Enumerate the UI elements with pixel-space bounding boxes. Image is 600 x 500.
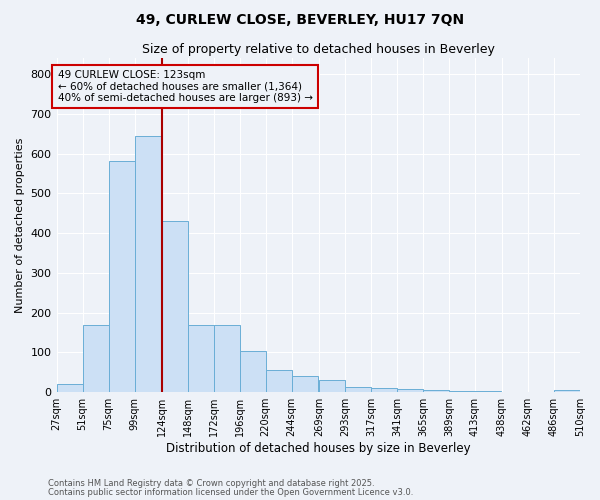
- Bar: [161, 221, 188, 392]
- Text: Contains public sector information licensed under the Open Government Licence v3: Contains public sector information licen…: [48, 488, 413, 497]
- Bar: [188, 324, 214, 392]
- Bar: [397, 390, 423, 392]
- Bar: [292, 376, 318, 392]
- Text: 49, CURLEW CLOSE, BEVERLEY, HU17 7QN: 49, CURLEW CLOSE, BEVERLEY, HU17 7QN: [136, 12, 464, 26]
- Bar: [345, 387, 371, 392]
- Bar: [56, 384, 83, 392]
- Y-axis label: Number of detached properties: Number of detached properties: [15, 138, 25, 313]
- Bar: [266, 370, 292, 392]
- Bar: [371, 388, 397, 392]
- X-axis label: Distribution of detached houses by size in Beverley: Distribution of detached houses by size …: [166, 442, 470, 455]
- Bar: [239, 351, 266, 392]
- Bar: [214, 324, 239, 392]
- Bar: [134, 136, 161, 392]
- Title: Size of property relative to detached houses in Beverley: Size of property relative to detached ho…: [142, 42, 495, 56]
- Bar: [449, 391, 475, 392]
- Bar: [554, 390, 580, 392]
- Bar: [109, 162, 134, 392]
- Text: Contains HM Land Registry data © Crown copyright and database right 2025.: Contains HM Land Registry data © Crown c…: [48, 479, 374, 488]
- Bar: [319, 380, 345, 392]
- Bar: [83, 324, 109, 392]
- Text: 49 CURLEW CLOSE: 123sqm
← 60% of detached houses are smaller (1,364)
40% of semi: 49 CURLEW CLOSE: 123sqm ← 60% of detache…: [58, 70, 313, 103]
- Bar: [423, 390, 449, 392]
